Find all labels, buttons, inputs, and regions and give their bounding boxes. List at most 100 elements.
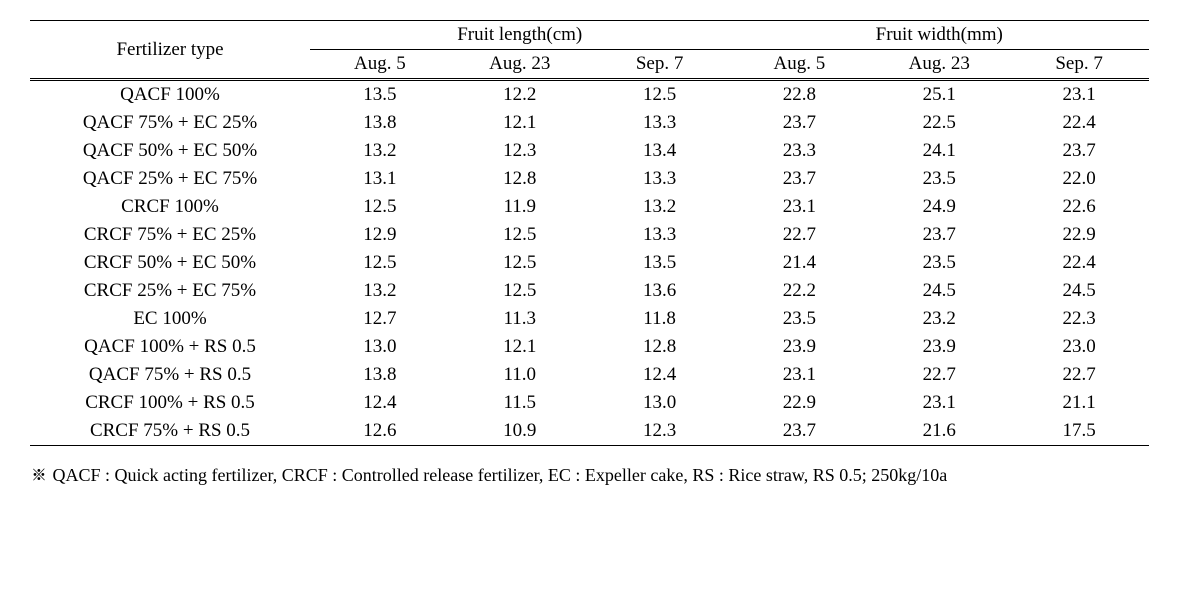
table-row: CRCF 75% + RS 0.512.610.912.323.721.617.… — [30, 417, 1149, 446]
cell-fruit-width: 22.7 — [1009, 361, 1149, 389]
footnote: ※ QACF : Quick acting fertilizer, CRCF :… — [30, 460, 1149, 491]
cell-fruit-width: 23.1 — [1009, 80, 1149, 110]
cell-fruit-length: 12.5 — [450, 221, 590, 249]
cell-fruit-width: 22.9 — [1009, 221, 1149, 249]
cell-fruit-length: 10.9 — [450, 417, 590, 446]
cell-fruit-width: 22.7 — [729, 221, 869, 249]
row-label: EC 100% — [30, 305, 310, 333]
cell-fruit-width: 22.4 — [1009, 109, 1149, 137]
header-fruit-width: Fruit width(mm) — [729, 21, 1149, 50]
cell-fruit-width: 23.7 — [1009, 137, 1149, 165]
table-row: CRCF 100%12.511.913.223.124.922.6 — [30, 193, 1149, 221]
cell-fruit-width: 22.5 — [869, 109, 1009, 137]
cell-fruit-width: 21.4 — [729, 249, 869, 277]
cell-fruit-length: 13.2 — [590, 193, 730, 221]
cell-fruit-length: 13.5 — [310, 80, 450, 110]
cell-fruit-width: 22.6 — [1009, 193, 1149, 221]
row-label: CRCF 75% + RS 0.5 — [30, 417, 310, 446]
cell-fruit-length: 13.6 — [590, 277, 730, 305]
table-row: QACF 100% + RS 0.513.012.112.823.923.923… — [30, 333, 1149, 361]
cell-fruit-length: 12.5 — [310, 249, 450, 277]
header-fertilizer-type: Fertilizer type — [30, 21, 310, 80]
cell-fruit-length: 12.5 — [310, 193, 450, 221]
row-label: CRCF 50% + EC 50% — [30, 249, 310, 277]
cell-fruit-width: 21.1 — [1009, 389, 1149, 417]
table-row: CRCF 50% + EC 50%12.512.513.521.423.522.… — [30, 249, 1149, 277]
data-table: Fertilizer type Fruit length(cm) Fruit w… — [30, 20, 1149, 446]
cell-fruit-width: 23.7 — [729, 109, 869, 137]
header-date: Aug. 23 — [869, 50, 1009, 80]
table-row: CRCF 75% + EC 25%12.912.513.322.723.722.… — [30, 221, 1149, 249]
header-date: Sep. 7 — [590, 50, 730, 80]
cell-fruit-width: 25.1 — [869, 80, 1009, 110]
cell-fruit-width: 23.2 — [869, 305, 1009, 333]
header-date: Aug. 5 — [729, 50, 869, 80]
cell-fruit-length: 13.2 — [310, 137, 450, 165]
cell-fruit-width: 23.5 — [729, 305, 869, 333]
cell-fruit-width: 22.7 — [869, 361, 1009, 389]
row-label: CRCF 100% + RS 0.5 — [30, 389, 310, 417]
cell-fruit-length: 13.5 — [590, 249, 730, 277]
table-row: QACF 100%13.512.212.522.825.123.1 — [30, 80, 1149, 110]
cell-fruit-length: 12.5 — [450, 249, 590, 277]
cell-fruit-width: 23.9 — [729, 333, 869, 361]
row-label: QACF 75% + RS 0.5 — [30, 361, 310, 389]
cell-fruit-length: 12.6 — [310, 417, 450, 446]
cell-fruit-length: 13.2 — [310, 277, 450, 305]
cell-fruit-length: 12.1 — [450, 109, 590, 137]
cell-fruit-length: 12.4 — [590, 361, 730, 389]
cell-fruit-length: 13.1 — [310, 165, 450, 193]
cell-fruit-length: 12.3 — [590, 417, 730, 446]
cell-fruit-width: 22.2 — [729, 277, 869, 305]
cell-fruit-width: 17.5 — [1009, 417, 1149, 446]
row-label: QACF 100% — [30, 80, 310, 110]
cell-fruit-length: 13.3 — [590, 165, 730, 193]
cell-fruit-length: 12.2 — [450, 80, 590, 110]
cell-fruit-width: 23.1 — [869, 389, 1009, 417]
row-label: QACF 50% + EC 50% — [30, 137, 310, 165]
cell-fruit-length: 12.5 — [450, 277, 590, 305]
table-row: QACF 50% + EC 50%13.212.313.423.324.123.… — [30, 137, 1149, 165]
cell-fruit-width: 24.1 — [869, 137, 1009, 165]
cell-fruit-width: 23.0 — [1009, 333, 1149, 361]
row-label: QACF 25% + EC 75% — [30, 165, 310, 193]
row-label: CRCF 25% + EC 75% — [30, 277, 310, 305]
header-date: Aug. 5 — [310, 50, 450, 80]
cell-fruit-length: 11.5 — [450, 389, 590, 417]
cell-fruit-width: 22.9 — [729, 389, 869, 417]
cell-fruit-width: 24.5 — [869, 277, 1009, 305]
table-row: QACF 75% + EC 25%13.812.113.323.722.522.… — [30, 109, 1149, 137]
cell-fruit-width: 21.6 — [869, 417, 1009, 446]
cell-fruit-length: 11.3 — [450, 305, 590, 333]
cell-fruit-width: 22.3 — [1009, 305, 1149, 333]
cell-fruit-length: 13.8 — [310, 361, 450, 389]
cell-fruit-width: 23.7 — [869, 221, 1009, 249]
cell-fruit-length: 11.0 — [450, 361, 590, 389]
cell-fruit-length: 13.0 — [310, 333, 450, 361]
cell-fruit-length: 12.8 — [450, 165, 590, 193]
table-row: CRCF 25% + EC 75%13.212.513.622.224.524.… — [30, 277, 1149, 305]
cell-fruit-width: 24.5 — [1009, 277, 1149, 305]
table-row: QACF 75% + RS 0.513.811.012.423.122.722.… — [30, 361, 1149, 389]
cell-fruit-length: 13.4 — [590, 137, 730, 165]
header-date: Sep. 7 — [1009, 50, 1149, 80]
cell-fruit-width: 24.9 — [869, 193, 1009, 221]
cell-fruit-length: 12.1 — [450, 333, 590, 361]
header-date: Aug. 23 — [450, 50, 590, 80]
row-label: QACF 100% + RS 0.5 — [30, 333, 310, 361]
cell-fruit-width: 23.5 — [869, 249, 1009, 277]
table-row: CRCF 100% + RS 0.512.411.513.022.923.121… — [30, 389, 1149, 417]
cell-fruit-width: 23.7 — [729, 165, 869, 193]
row-label: QACF 75% + EC 25% — [30, 109, 310, 137]
cell-fruit-length: 13.3 — [590, 221, 730, 249]
cell-fruit-length: 12.3 — [450, 137, 590, 165]
cell-fruit-width: 23.3 — [729, 137, 869, 165]
cell-fruit-length: 13.3 — [590, 109, 730, 137]
cell-fruit-length: 12.5 — [590, 80, 730, 110]
cell-fruit-length: 11.9 — [450, 193, 590, 221]
table-row: QACF 25% + EC 75%13.112.813.323.723.522.… — [30, 165, 1149, 193]
cell-fruit-width: 23.7 — [729, 417, 869, 446]
row-label: CRCF 100% — [30, 193, 310, 221]
cell-fruit-length: 13.8 — [310, 109, 450, 137]
cell-fruit-width: 23.9 — [869, 333, 1009, 361]
